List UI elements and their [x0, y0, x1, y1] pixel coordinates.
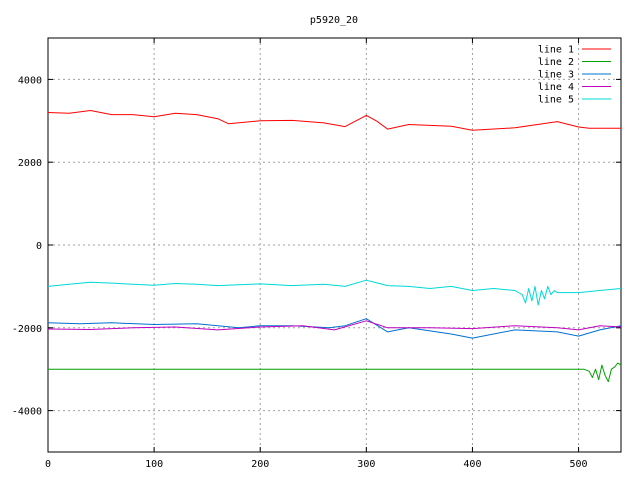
- x-axis-tick-labels: 0 100 200 300 400 500: [45, 459, 588, 470]
- y-tick-label: -2000: [12, 324, 42, 335]
- y-tick-label: 2000: [18, 158, 42, 169]
- legend-label-5: line 5: [538, 95, 574, 106]
- x-tick-label: 0: [45, 459, 51, 470]
- y-tick-label: 4000: [18, 75, 42, 86]
- series-line-4: [47, 320, 622, 331]
- series-line-1: [47, 110, 621, 131]
- series-line-2: [48, 362, 622, 383]
- legend-label-3: line 3: [538, 70, 574, 81]
- series-line-3: [47, 318, 622, 339]
- y-tick-label: -4000: [12, 407, 42, 418]
- x-tick-label: 200: [251, 459, 269, 470]
- chart-title: p5920_20: [310, 15, 358, 26]
- legend-label-2: line 2: [538, 57, 574, 68]
- legend-label-1: line 1: [538, 45, 574, 56]
- y-axis-tick-labels: -4000 -2000 0 2000 4000: [12, 75, 42, 417]
- x-tick-label: 500: [570, 459, 588, 470]
- axis-ticks: [47, 38, 621, 452]
- series-lines: [47, 110, 622, 383]
- y-tick-label: 0: [36, 241, 42, 252]
- grid-lines: [48, 38, 621, 452]
- legend-label-4: line 4: [538, 82, 574, 93]
- series-line-5: [47, 279, 622, 306]
- x-tick-label: 100: [145, 459, 163, 470]
- x-tick-label: 400: [463, 459, 481, 470]
- x-tick-label: 300: [357, 459, 375, 470]
